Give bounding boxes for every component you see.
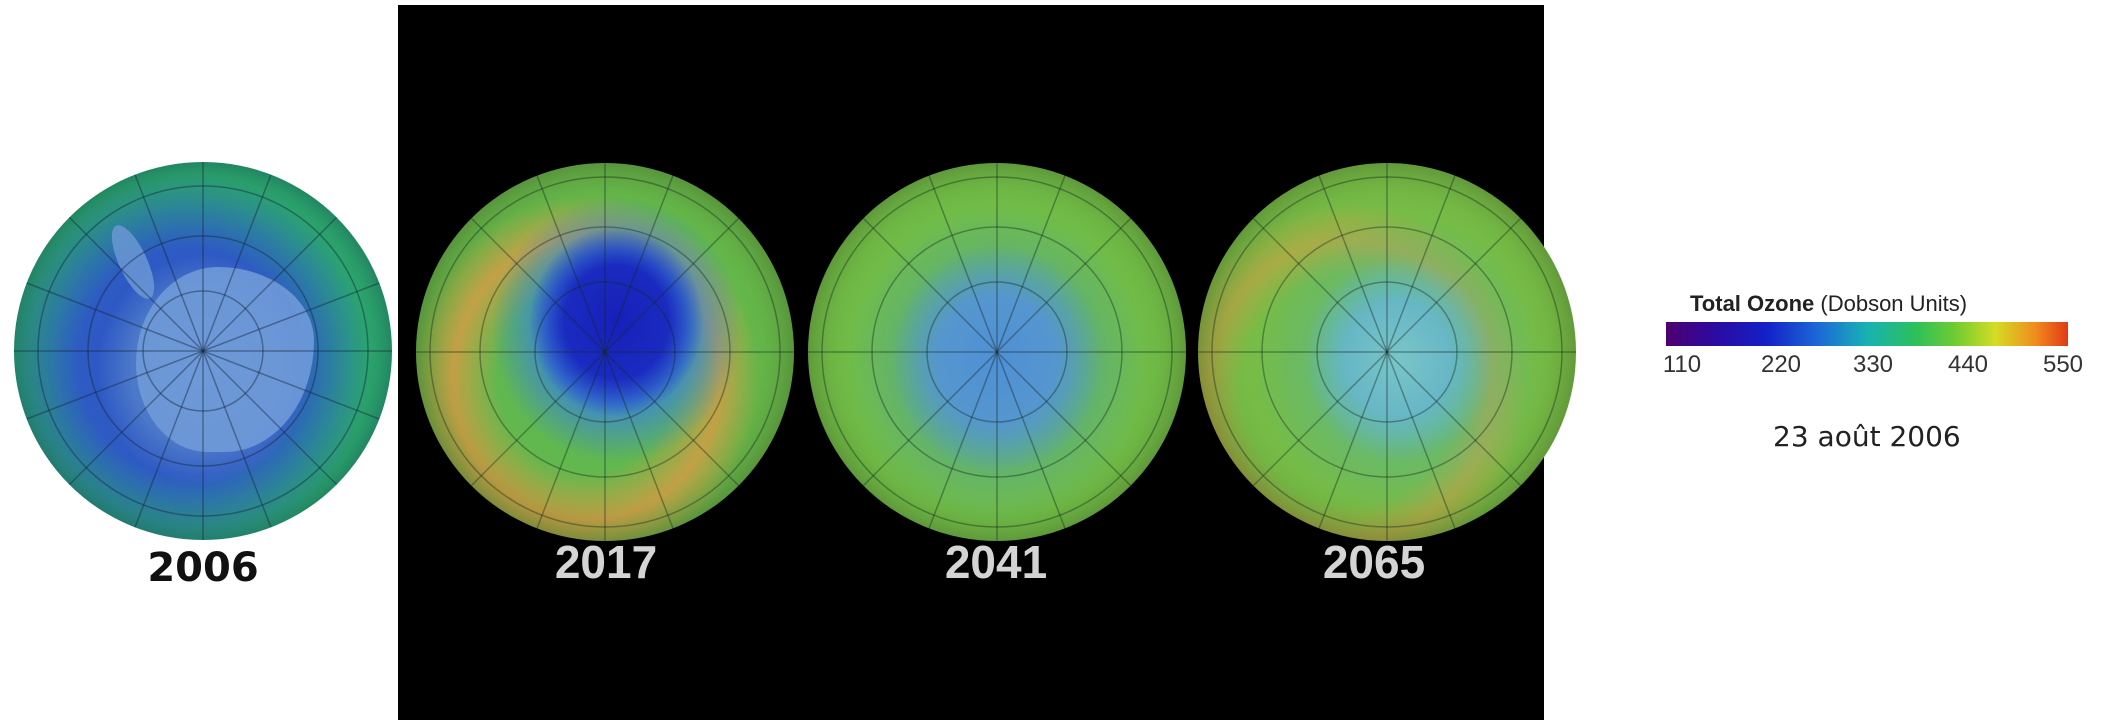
legend-title-unit: (Dobson Units) [1820,291,1968,316]
year-label-2041: 2041 [944,536,1048,588]
date-label: 23 août 2006 [1773,420,1961,453]
colorbar-tick-440: 440 [1947,351,1989,378]
graticule-2065 [1198,163,1576,541]
antarctica-continent [136,267,314,452]
colorbar-tick-220: 220 [1760,351,1802,378]
year-label-2017: 2017 [554,536,658,588]
globe-2006 [14,162,392,540]
legend-title: Total Ozone (Dobson Units) [1690,291,1967,317]
legend-title-bold: Total Ozone [1690,291,1815,316]
globe-2017 [416,163,794,541]
ozone-colorbar [1666,322,2068,346]
year-label-2006: 2006 [147,545,259,591]
graticule-2041 [808,163,1186,541]
colorbar-tick-550: 550 [2042,351,2084,378]
globe-2065 [1198,163,1576,541]
graticule-2006 [14,162,392,540]
globe-2041 [808,163,1186,541]
colorbar-tick-330: 330 [1852,351,1894,378]
colorbar-tick-110: 110 [1662,351,1702,378]
projection-panel: 2017 2041 2065 [398,5,1576,720]
year-label-2065: 2065 [1322,536,1426,588]
graticule-2017 [416,163,794,541]
